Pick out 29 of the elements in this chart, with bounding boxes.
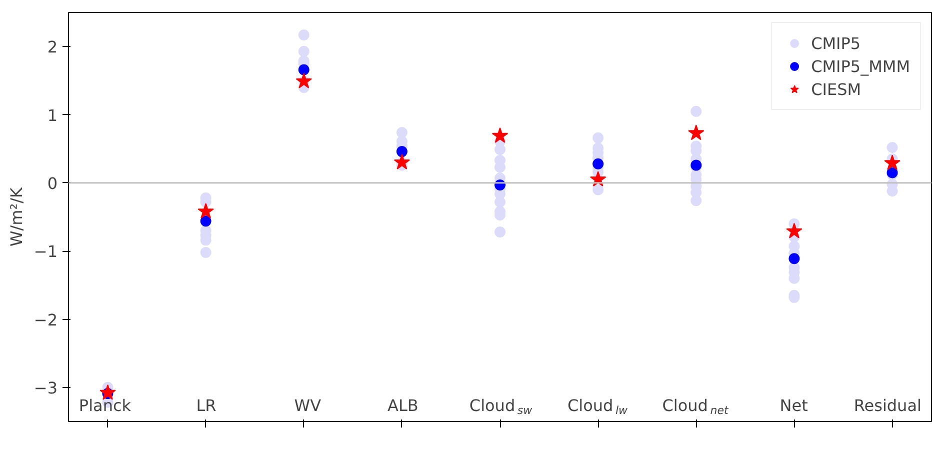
x-tick-label: Residual [854, 396, 922, 415]
y-axis-title: W/m²/K [6, 186, 26, 247]
x-tick-label: Planck [78, 396, 132, 415]
point [396, 146, 408, 158]
point [786, 222, 802, 238]
point [296, 72, 312, 88]
legend-label: CIESM [811, 80, 862, 98]
legend-label: CMIP5 [811, 34, 861, 52]
y-tick-label: 2 [47, 38, 58, 57]
legend-label: CMIP5_MMM [811, 56, 910, 76]
x-tick-label: LR [196, 396, 216, 415]
y-tick-label: −2 [34, 310, 58, 330]
x-tick-label: Net [780, 396, 808, 415]
point [298, 64, 310, 76]
point [788, 253, 800, 264]
point [884, 154, 900, 170]
point [688, 124, 704, 140]
y-tick-label: −3 [34, 378, 58, 398]
y-tick-label: −1 [34, 242, 58, 262]
y-tick-label: 0 [47, 174, 58, 193]
x-tick-label: WV [294, 396, 322, 415]
point [492, 127, 508, 143]
point [200, 216, 212, 227]
point [592, 158, 604, 170]
y-tick-label: 1 [47, 106, 58, 125]
point [394, 154, 410, 170]
x-tick-label: ALB [388, 396, 418, 415]
point [198, 203, 214, 219]
point [100, 384, 116, 400]
